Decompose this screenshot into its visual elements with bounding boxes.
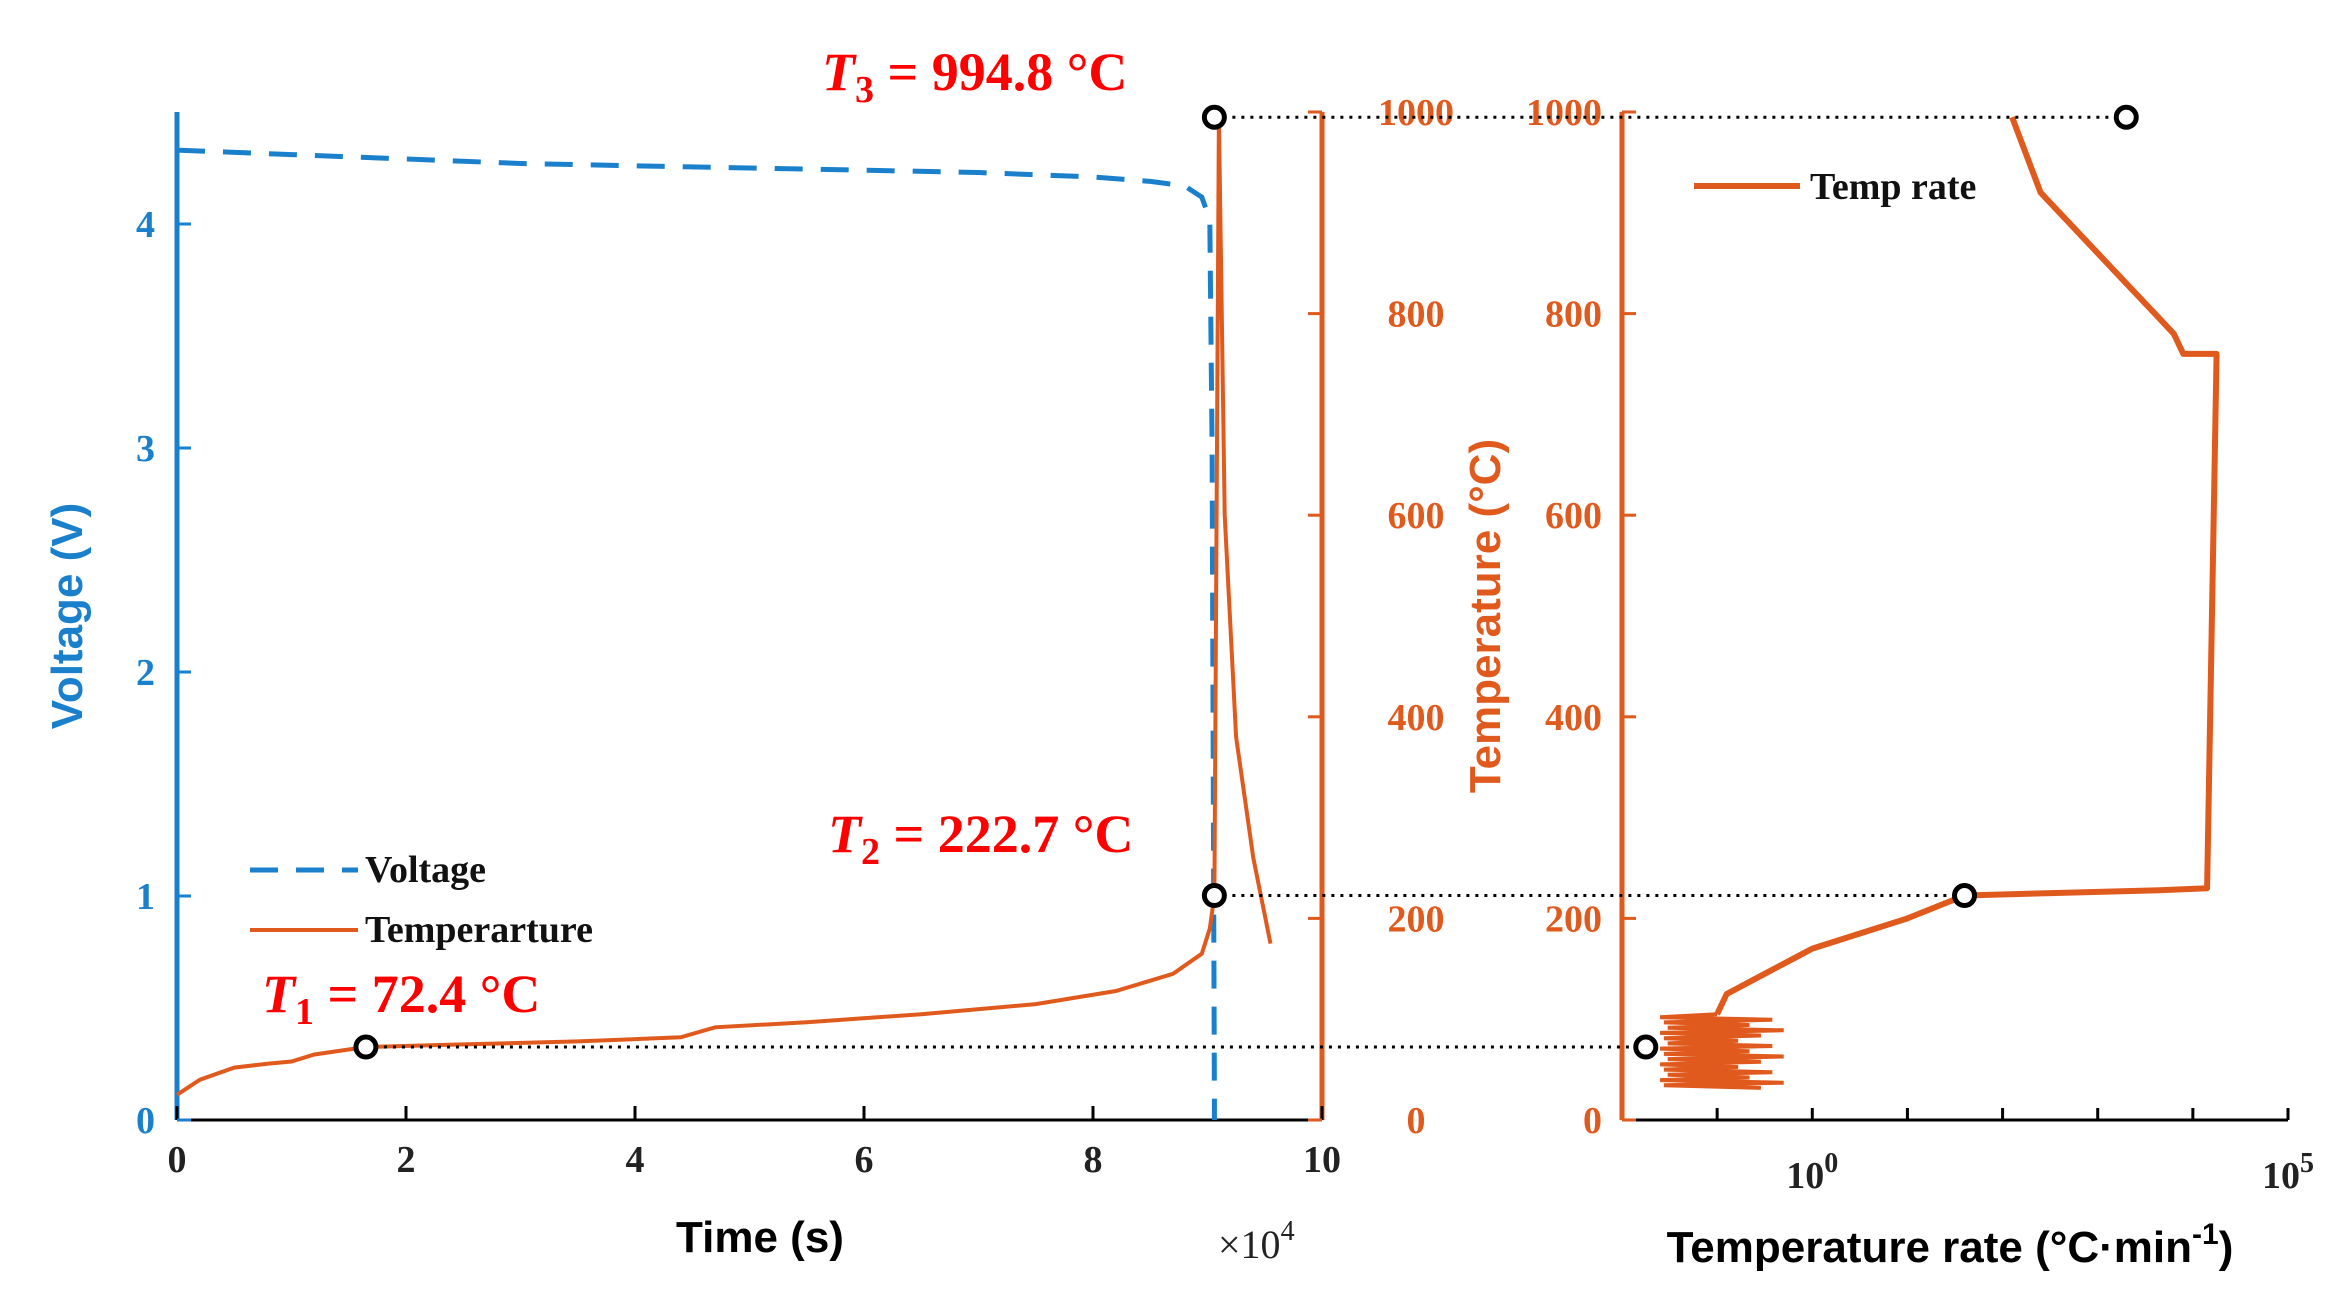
right-legend: Temp rate bbox=[1694, 166, 1976, 208]
legend-voltage-label: Voltage bbox=[365, 849, 486, 891]
temperature-tick-label: 200 bbox=[1388, 898, 1445, 940]
rate-panel-temp-tick-label: 0 bbox=[1583, 1100, 1602, 1142]
left-panel-ticks: 0 2 4 6 8 10 0 1 2 3 4 0 200 400 600 800 1000 bbox=[136, 92, 1454, 1181]
time-tick-label: 6 bbox=[855, 1139, 874, 1181]
temperature-tick-label: 0 bbox=[1407, 1100, 1426, 1142]
voltage-tick-label: 2 bbox=[136, 652, 155, 694]
rate-panel-temp-tick-label: 600 bbox=[1545, 495, 1602, 537]
voltage-tick-label: 4 bbox=[136, 204, 155, 246]
temperature-tick-label: 600 bbox=[1388, 495, 1445, 537]
temperature-tick-label: 800 bbox=[1388, 294, 1445, 336]
marker-right-t2 bbox=[1952, 883, 1978, 909]
time-axis-multiplier: ×104 bbox=[1218, 1216, 1295, 1267]
temperature-tick-label: 1000 bbox=[1378, 92, 1454, 134]
voltage-axis-title: Voltage (V) bbox=[43, 503, 92, 730]
temperature-annotations: T1 = 72.4 °C T2 = 222.7 °C T3 = 994.8 °C bbox=[262, 42, 1133, 1033]
marker-left-t3 bbox=[1201, 104, 1227, 130]
right-panel-ticks: 0 200 400 600 800 1000 100 105 bbox=[1526, 92, 2314, 1197]
voltage-tick-label: 3 bbox=[136, 428, 155, 470]
legend-temp-rate-label: Temp rate bbox=[1810, 166, 1976, 208]
time-tick-label: 10 bbox=[1303, 1139, 1341, 1181]
temp-rate-noise-band bbox=[1659, 1012, 1784, 1090]
right-panel: 0 200 400 600 800 1000 100 105 Temperature (°C)… bbox=[1461, 92, 2314, 1272]
temperature-axis-title: Temperature (°C) bbox=[1461, 439, 1510, 793]
rate-tick-label: 100 bbox=[1786, 1148, 1838, 1197]
marker-left-t2 bbox=[1201, 883, 1227, 909]
temperature-rate-axis-title: Temperature rate (°C·min-1) bbox=[1667, 1218, 2234, 1272]
temp-rate-series-line bbox=[1714, 116, 2220, 1016]
dotted-guide-lines bbox=[365, 115, 2127, 1049]
rate-panel-temp-tick-label: 200 bbox=[1545, 898, 1602, 940]
rate-tick-label: 105 bbox=[2262, 1148, 2314, 1197]
annotation-t3: T3 = 994.8 °C bbox=[822, 42, 1127, 111]
annotation-t2: T2 = 222.7 °C bbox=[828, 804, 1133, 873]
rate-panel-temp-tick-label: 400 bbox=[1545, 697, 1602, 739]
legend-temperature-label: Temperarture bbox=[365, 909, 593, 951]
left-legend: Voltage Temperarture bbox=[250, 849, 593, 951]
time-tick-label: 2 bbox=[397, 1139, 416, 1181]
temperature-tick-label: 400 bbox=[1388, 697, 1445, 739]
voltage-series-line bbox=[176, 147, 1217, 1120]
time-tick-label: 8 bbox=[1084, 1139, 1103, 1181]
marker-left-t1 bbox=[353, 1034, 379, 1060]
voltage-tick-label: 0 bbox=[136, 1100, 155, 1142]
time-tick-label: 0 bbox=[168, 1139, 187, 1181]
left-panel: 0 2 4 6 8 10 0 1 2 3 4 0 200 400 600 800 1000 Voltage (V… bbox=[43, 92, 1454, 1267]
marker-right-t1 bbox=[1633, 1034, 1659, 1060]
temperature-series-line bbox=[175, 117, 1273, 1097]
rate-panel-temp-tick-label: 1000 bbox=[1526, 92, 1602, 134]
annotation-markers bbox=[353, 104, 2139, 1060]
marker-right-t3 bbox=[2113, 104, 2139, 130]
time-tick-label: 4 bbox=[626, 1139, 645, 1181]
rate-panel-temp-tick-label: 800 bbox=[1545, 294, 1602, 336]
annotation-t1: T1 = 72.4 °C bbox=[262, 964, 540, 1033]
voltage-tick-label: 1 bbox=[136, 876, 155, 918]
time-axis-title: Time (s) bbox=[676, 1213, 844, 1262]
